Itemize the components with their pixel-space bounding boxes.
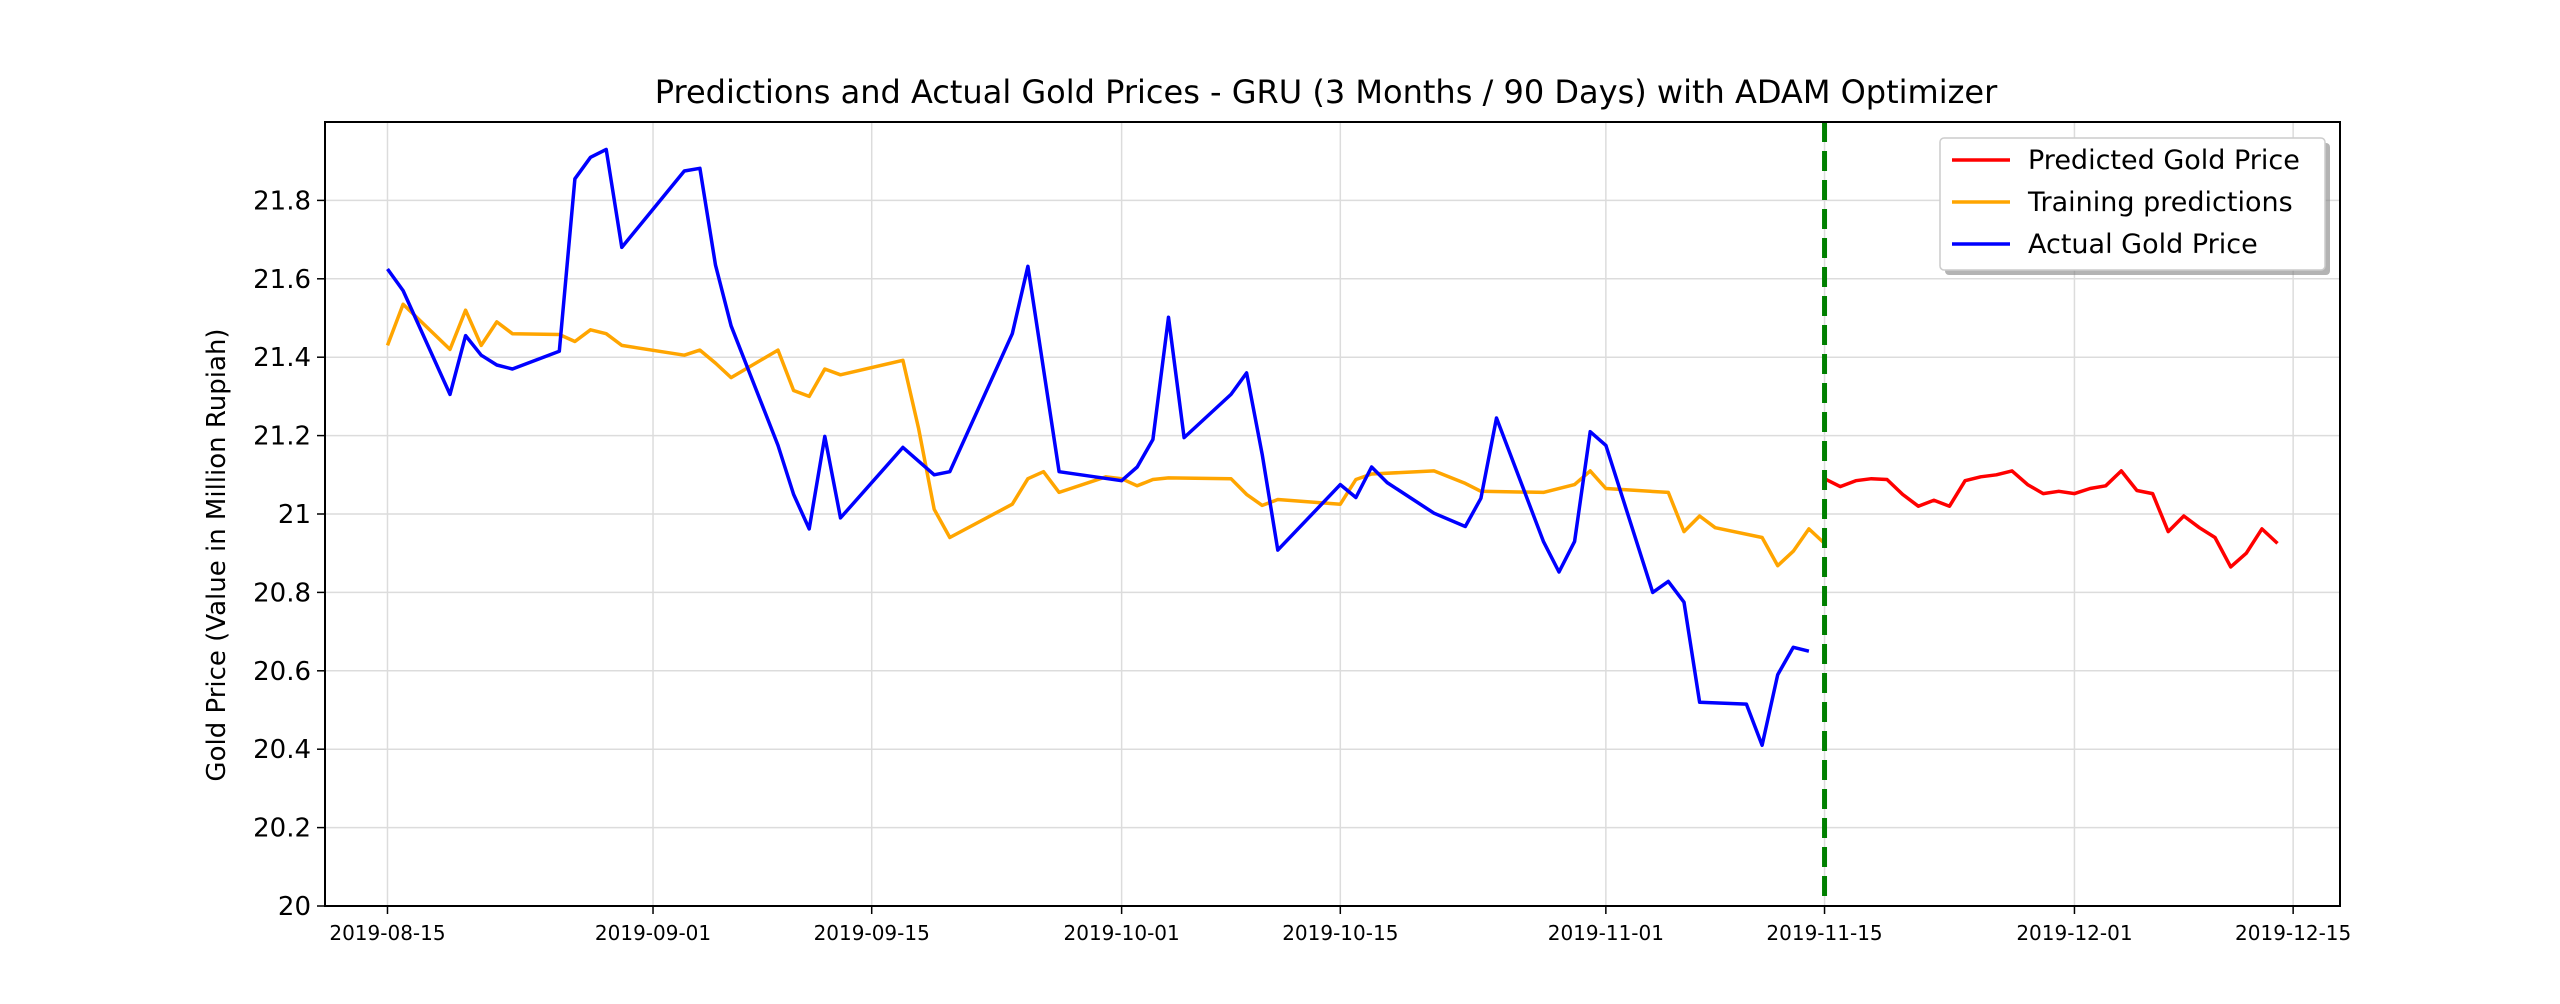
grid bbox=[325, 122, 2340, 907]
y-tick-label: 21 bbox=[278, 500, 311, 530]
y-axis-label: Gold Price (Value in Million Rupiah) bbox=[202, 328, 232, 781]
x-tick-label: 2019-11-15 bbox=[1766, 921, 1882, 945]
y-tick-label: 20.8 bbox=[253, 578, 311, 608]
x-axis: 2019-08-15 2019-09-01 2019-09-15 2019-10-01… bbox=[329, 906, 2351, 945]
series-line-training-predictions bbox=[385, 302, 1826, 568]
x-tick-label: 2019-10-15 bbox=[1282, 921, 1398, 945]
series-line-actual-gold-price bbox=[386, 147, 1810, 748]
x-tick-label: 2019-12-01 bbox=[2016, 921, 2132, 945]
y-tick-label: 20.4 bbox=[253, 735, 311, 765]
legend-box bbox=[1939, 137, 2326, 271]
series-line-predicted-gold-price bbox=[1823, 469, 2279, 569]
y-tick-label: 20 bbox=[278, 892, 311, 922]
x-tick-label: 2019-08-15 bbox=[329, 921, 445, 945]
y-tick-label: 20.2 bbox=[253, 814, 311, 844]
series-layer bbox=[385, 147, 2279, 748]
legend: Predicted Gold Price Training predictions… bbox=[1939, 137, 2330, 275]
x-tick-label: 2019-12-15 bbox=[2235, 921, 2351, 945]
legend-label-training-predictions: Training predictions bbox=[2027, 187, 2293, 218]
y-tick-label: 21.4 bbox=[253, 343, 311, 373]
chart-title: Predictions and Actual Gold Prices - GRU… bbox=[655, 73, 1998, 111]
x-tick-label: 2019-11-01 bbox=[1548, 921, 1664, 945]
y-tick-label: 21.6 bbox=[253, 265, 311, 295]
x-tick-label: 2019-09-01 bbox=[595, 921, 711, 945]
legend-label-predicted-gold-price: Predicted Gold Price bbox=[2028, 145, 2300, 176]
legend-label-actual-gold-price: Actual Gold Price bbox=[2028, 229, 2258, 260]
x-tick-label: 2019-09-15 bbox=[814, 921, 930, 945]
y-tick-label: 20.6 bbox=[253, 657, 311, 687]
y-tick-label: 21.2 bbox=[253, 422, 311, 452]
y-axis: 20 20.2 20.4 20.6 20.8 21 21.2 21.4 21.6 21.8 bbox=[253, 186, 325, 922]
x-tick-label: 2019-10-01 bbox=[1064, 921, 1180, 945]
y-tick-label: 21.8 bbox=[253, 186, 311, 216]
